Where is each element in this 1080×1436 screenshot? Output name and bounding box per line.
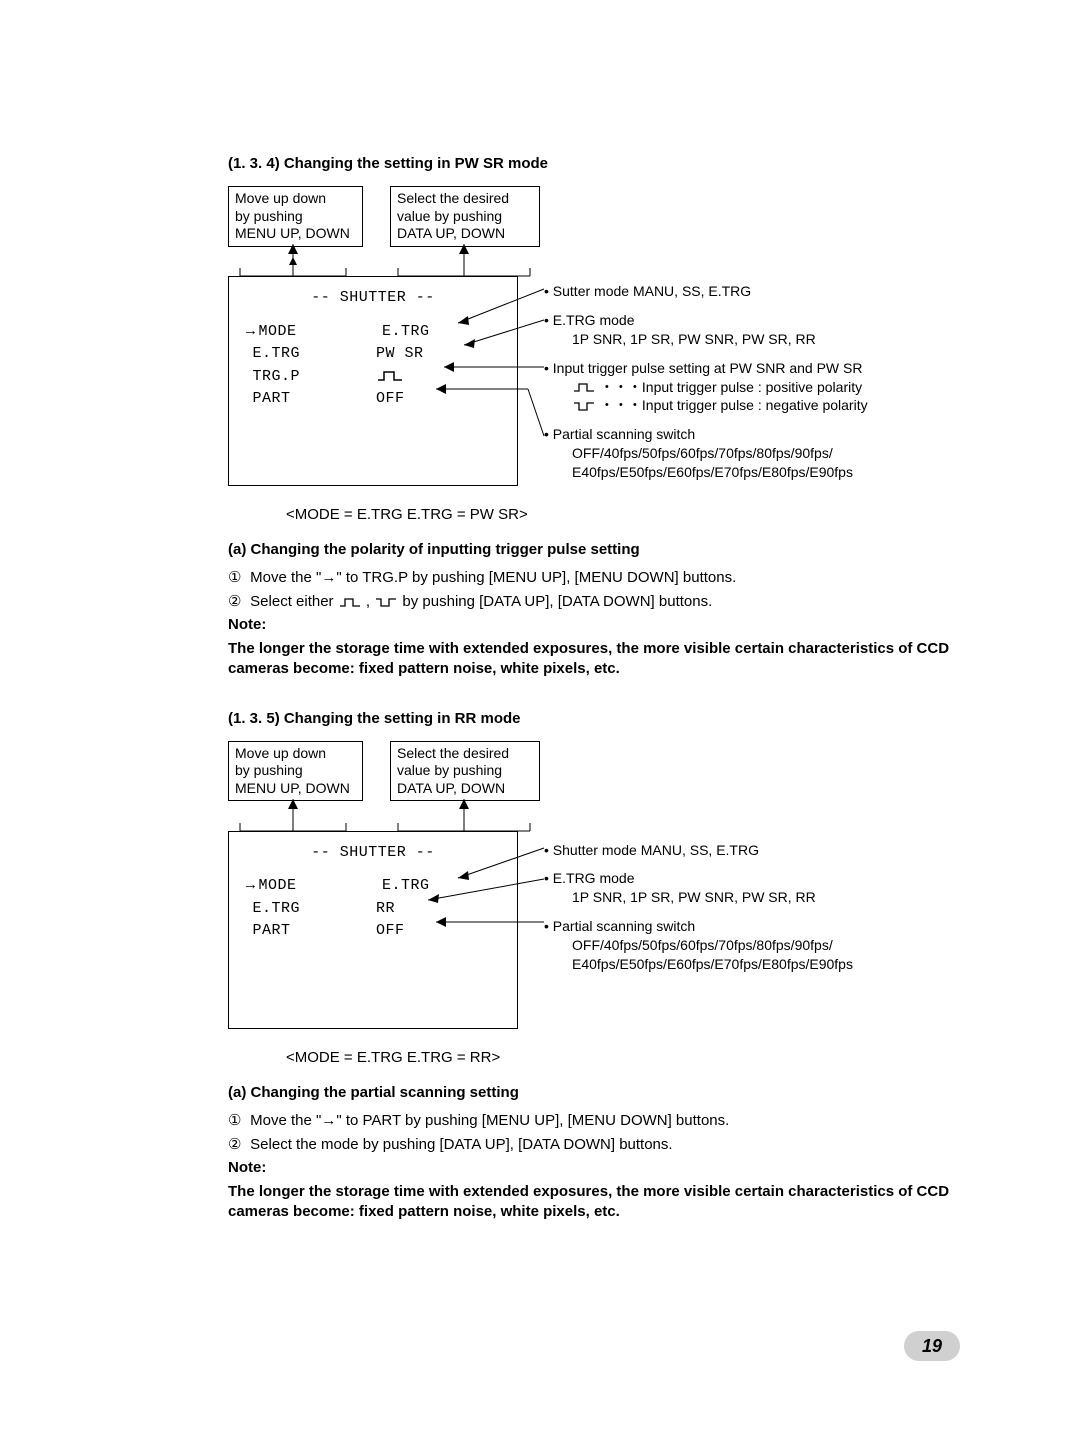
legend-item: Partial scanning switch OFF/40fps/50fps/… (544, 425, 868, 482)
legend-item: Input trigger pulse setting at PW SNR an… (544, 359, 868, 416)
hint-line: by pushing (235, 208, 356, 226)
subsection-heading: (a) Changing the polarity of inputting t… (228, 541, 960, 558)
label: PART (253, 922, 291, 939)
label: MODE (259, 877, 297, 894)
label: PART (253, 390, 291, 407)
hint-line: Move up down (235, 190, 356, 208)
page-number: 19 (904, 1331, 960, 1361)
value: OFF (376, 922, 405, 939)
legend-sub: E40fps/E50fps/E60fps/E70fps/E80fps/E90fp… (544, 955, 853, 974)
shutter-menu-box: -- SHUTTER -- →MODE E.TRG E.TRG PW SR TR… (228, 276, 518, 486)
note-label: Note: (228, 616, 960, 633)
menu-row-part: PART OFF (243, 920, 503, 943)
legend-title: Partial scanning switch (544, 918, 695, 934)
menu-row-trgp: TRG.P (243, 366, 503, 389)
diagram-caption: <MODE = E.TRG E.TRG = RR> (286, 1049, 960, 1066)
pulse-positive-icon (572, 382, 596, 393)
text: Input trigger pulse : negative polarity (642, 397, 868, 413)
step-text: Move the "→" to TRG.P by pushing [MENU U… (250, 569, 736, 586)
value: E.TRG (382, 323, 430, 340)
circled-2-icon: ② (228, 592, 246, 610)
legend-title: Sutter mode MANU, SS, E.TRG (544, 283, 751, 299)
step-text: Select either (250, 593, 333, 610)
value: PW SR (376, 345, 424, 362)
text: Input trigger pulse : positive polarity (642, 379, 862, 395)
legend-title: E.TRG mode (544, 312, 635, 328)
hint-line: Select the desired (397, 745, 533, 763)
circled-1-icon: ① (228, 568, 246, 586)
legend-item: E.TRG mode 1P SNR, 1P SR, PW SNR, PW SR,… (544, 311, 868, 349)
pulse-negative-icon (374, 597, 398, 608)
legend-sub: ・・・Input trigger pulse : positive polari… (544, 378, 868, 397)
label: MODE (259, 323, 297, 340)
menu-row-mode: →MODE E.TRG (243, 874, 503, 898)
diagram-pw-sr: Move up down by pushing MENU UP, DOWN Se… (228, 186, 960, 496)
step-text: Select the mode by pushing [DATA UP], [D… (250, 1136, 672, 1153)
hint-menu-up-down: Move up down by pushing MENU UP, DOWN (228, 186, 363, 247)
label: TRG.P (253, 368, 301, 385)
section-heading: (1. 3. 5) Changing the setting in RR mod… (228, 710, 960, 727)
note-text: The longer the storage time with extende… (228, 639, 960, 680)
menu-row-mode: →MODE E.TRG (243, 320, 503, 344)
legend-title: Partial scanning switch (544, 426, 695, 442)
legend-sub: OFF/40fps/50fps/60fps/70fps/80fps/90fps/ (544, 444, 868, 463)
menu-row-part: PART OFF (243, 388, 503, 411)
legend-sub: 1P SNR, 1P SR, PW SNR, PW SR, RR (544, 888, 853, 907)
hint-line: by pushing (235, 762, 356, 780)
step-text: Move the "→" to PART by pushing [MENU UP… (250, 1112, 729, 1129)
menu-row-etrg: E.TRG PW SR (243, 343, 503, 366)
legend-sub: 1P SNR, 1P SR, PW SNR, PW SR, RR (544, 330, 868, 349)
subsection-heading: (a) Changing the partial scanning settin… (228, 1084, 960, 1101)
legend-item: Sutter mode MANU, SS, E.TRG (544, 282, 868, 301)
legend-sub: OFF/40fps/50fps/60fps/70fps/80fps/90fps/ (544, 936, 853, 955)
hint-data-up-down: Select the desired value by pushing DATA… (390, 741, 540, 802)
pulse-positive-icon (376, 370, 404, 382)
legend-list: Shutter mode MANU, SS, E.TRG E.TRG mode … (544, 841, 853, 984)
circled-1-icon: ① (228, 1111, 246, 1129)
diagram-caption: <MODE = E.TRG E.TRG = PW SR> (286, 506, 960, 523)
legend-title: Input trigger pulse setting at PW SNR an… (544, 360, 863, 376)
step-2: ② Select the mode by pushing [DATA UP], … (228, 1135, 960, 1153)
legend-list: Sutter mode MANU, SS, E.TRG E.TRG mode 1… (544, 282, 868, 492)
legend-item: E.TRG mode 1P SNR, 1P SR, PW SNR, PW SR,… (544, 869, 853, 907)
diagram-rr: Move up down by pushing MENU UP, DOWN Se… (228, 741, 960, 1039)
hint-line: Move up down (235, 745, 356, 763)
legend-sub: ・・・Input trigger pulse : negative polari… (544, 396, 868, 415)
menu-row-etrg: E.TRG RR (243, 898, 503, 921)
shutter-menu-box: -- SHUTTER -- →MODE E.TRG E.TRG RR PART … (228, 831, 518, 1029)
hint-menu-up-down: Move up down by pushing MENU UP, DOWN (228, 741, 363, 802)
legend-sub: E40fps/E50fps/E60fps/E70fps/E80fps/E90fp… (544, 463, 868, 482)
step-1: ① Move the "→" to TRG.P by pushing [MENU… (228, 568, 960, 586)
hint-line: value by pushing (397, 762, 533, 780)
pulse-positive-icon (338, 597, 362, 608)
hint-line: MENU UP, DOWN (235, 225, 356, 243)
value: E.TRG (382, 877, 430, 894)
menu-title: -- SHUTTER -- (243, 287, 503, 310)
hint-data-up-down: Select the desired value by pushing DATA… (390, 186, 540, 247)
step-2: ② Select either , by pushing [DATA UP], … (228, 592, 960, 610)
section-heading: (1. 3. 4) Changing the setting in PW SR … (228, 155, 960, 172)
step-1: ① Move the "→" to PART by pushing [MENU … (228, 1111, 960, 1129)
step-text: by pushing [DATA UP], [DATA DOWN] button… (402, 593, 712, 610)
legend-title: E.TRG mode (544, 870, 635, 886)
legend-title: Shutter mode MANU, SS, E.TRG (544, 842, 759, 858)
hint-line: Select the desired (397, 190, 533, 208)
note-label: Note: (228, 1159, 960, 1176)
menu-title: -- SHUTTER -- (243, 842, 503, 865)
hint-line: DATA UP, DOWN (397, 780, 533, 798)
legend-item: Partial scanning switch OFF/40fps/50fps/… (544, 917, 853, 974)
value: OFF (376, 390, 405, 407)
hint-line: value by pushing (397, 208, 533, 226)
hint-line: MENU UP, DOWN (235, 780, 356, 798)
label: E.TRG (253, 345, 301, 362)
section-1-35: (1. 3. 5) Changing the setting in RR mod… (228, 710, 960, 1223)
label: E.TRG (253, 900, 301, 917)
value: RR (376, 900, 395, 917)
circled-2-icon: ② (228, 1135, 246, 1153)
pulse-negative-icon (572, 401, 596, 412)
note-text: The longer the storage time with extende… (228, 1182, 960, 1223)
legend-item: Shutter mode MANU, SS, E.TRG (544, 841, 853, 860)
hint-line: DATA UP, DOWN (397, 225, 533, 243)
section-1-34: (1. 3. 4) Changing the setting in PW SR … (228, 155, 960, 680)
